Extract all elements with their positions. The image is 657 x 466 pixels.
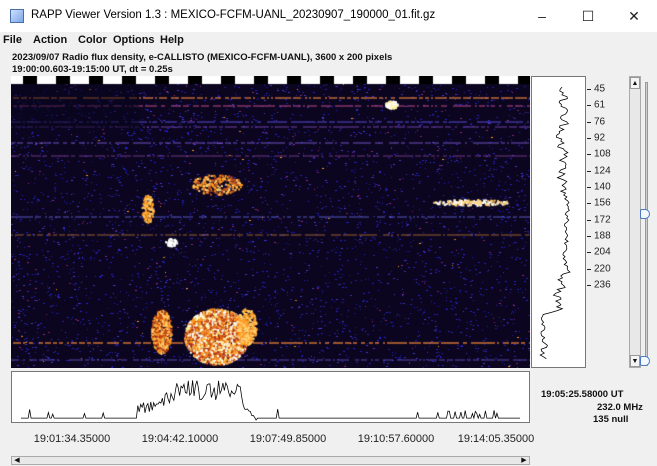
menu-options[interactable]: Options <box>113 34 155 46</box>
close-button[interactable]: ✕ <box>628 7 640 24</box>
scroll-up-button[interactable]: ▲ <box>630 77 640 89</box>
frequency-tick-label: 76 <box>594 116 606 128</box>
app-icon <box>10 9 24 23</box>
time-range-info: 19:00:00.603-19:15:00 UT, dt = 0.25s <box>12 64 173 75</box>
spectrogram-canvas[interactable] <box>11 76 530 368</box>
frequency-tick <box>587 186 591 188</box>
frequency-tick <box>587 137 591 139</box>
frequency-tick <box>587 203 591 205</box>
frequency-tick <box>587 284 591 286</box>
frequency-tick <box>587 170 591 172</box>
horizontal-scrollbar[interactable]: ◀ ▶ <box>11 456 530 465</box>
contrast-slider-track[interactable] <box>645 82 648 366</box>
frequency-tick-label: 92 <box>594 132 606 144</box>
spectral-profile-plot <box>531 76 586 368</box>
scroll-right-button[interactable]: ▶ <box>521 457 527 464</box>
frequency-tick <box>587 252 591 254</box>
light-curve-plot <box>11 371 530 423</box>
frequency-tick <box>587 235 591 237</box>
menu-color[interactable]: Color <box>78 34 107 46</box>
time-axis-label: 19:10:57.60000 <box>357 433 435 445</box>
time-axis-label: 19:01:34.35000 <box>33 433 111 445</box>
frequency-tick-label: 140 <box>594 181 611 193</box>
window-title: RAPP Viewer Version 1.3 : MEXICO-FCFM-UA… <box>31 9 436 21</box>
cursor-frequency-readout: 232.0 MHz <box>597 402 643 413</box>
maximize-button[interactable]: ☐ <box>581 7 595 24</box>
frequency-tick-label: 45 <box>594 83 606 95</box>
contrast-slider-upper-thumb[interactable] <box>640 209 650 219</box>
frequency-tick-label: 156 <box>594 197 611 209</box>
minimize-button[interactable]: – <box>538 8 546 24</box>
scroll-left-button[interactable]: ◀ <box>14 457 20 464</box>
menu-help[interactable]: Help <box>160 34 184 46</box>
menu-bar: File Action Color Options Help <box>0 32 657 50</box>
time-axis-label: 19:04:42.10000 <box>141 433 219 445</box>
frequency-tick <box>587 121 591 123</box>
frequency-tick <box>587 219 591 221</box>
scroll-down-button[interactable]: ▼ <box>630 355 640 367</box>
frequency-tick <box>587 268 591 270</box>
frequency-tick-label: 236 <box>594 279 611 291</box>
frequency-tick-label: 61 <box>594 99 606 111</box>
light-curve-line <box>20 380 521 421</box>
time-axis-label: 19:14:05.35000 <box>457 433 535 445</box>
cursor-value-readout: 135 null <box>593 414 629 425</box>
observation-info: 2023/09/07 Radio flux density, e-CALLIST… <box>12 52 393 63</box>
frequency-tick <box>587 154 591 156</box>
menu-action[interactable]: Action <box>33 34 68 46</box>
menu-file[interactable]: File <box>3 34 22 46</box>
frequency-tick-label: 220 <box>594 263 611 275</box>
contrast-slider-lower-thumb[interactable] <box>640 356 650 366</box>
frequency-tick-label: 124 <box>594 165 611 177</box>
frequency-tick <box>587 89 591 90</box>
cursor-time-readout: 19:05:25.58000 UT <box>541 389 624 400</box>
frequency-tick <box>587 105 591 107</box>
spectral-profile-line <box>539 86 571 360</box>
frequency-tick-label: 172 <box>594 214 611 226</box>
frequency-tick-label: 204 <box>594 246 611 258</box>
frequency-tick-label: 108 <box>594 148 611 160</box>
vertical-scrollbar[interactable]: ▲ ▼ <box>629 76 641 368</box>
time-axis-label: 19:07:49.85000 <box>249 433 327 445</box>
title-bar: RAPP Viewer Version 1.3 : MEXICO-FCFM-UA… <box>0 0 657 32</box>
frequency-tick-label: 188 <box>594 230 611 242</box>
